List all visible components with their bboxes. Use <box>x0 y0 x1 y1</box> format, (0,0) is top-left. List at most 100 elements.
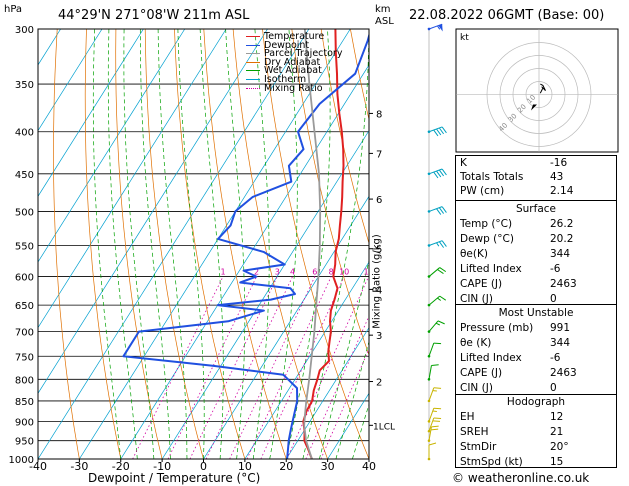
wind-barb-full <box>437 320 445 325</box>
legend-swatch <box>246 36 260 37</box>
wind-barb-staff <box>428 417 435 432</box>
hodograph-value: 15 <box>550 456 564 468</box>
wind-barb-full <box>432 420 441 422</box>
wet-adiabat-line <box>225 29 246 459</box>
k-index-value: -16 <box>550 157 568 169</box>
legend-entry: Isotherm <box>246 74 306 85</box>
wind-barb-dot <box>427 275 431 278</box>
wind-barb-dot <box>427 354 431 358</box>
legend-label: Isotherm <box>264 74 307 85</box>
most-unstable-value: 0 <box>550 382 557 394</box>
dry-adiabat-line <box>115 29 163 459</box>
wind-barb-staff <box>428 267 441 277</box>
surface-label: Lifted Index <box>460 263 522 275</box>
wind-barb-full <box>436 170 442 178</box>
dry-adiabat-line <box>174 29 246 459</box>
legend-swatch <box>246 61 260 63</box>
hodograph-ring-label: 10 <box>525 93 537 105</box>
dry-adiabat-line <box>291 29 369 356</box>
hodograph-label: EH <box>460 411 475 423</box>
wind-barb-dot <box>427 27 431 31</box>
wind-barb-dot <box>427 439 431 442</box>
wind-barb-dot <box>427 244 431 247</box>
mixing-ratio-label: 10 <box>339 268 349 277</box>
legend-label: Dewpoint <box>264 39 310 51</box>
pressure-tick-label: 300 <box>15 25 34 36</box>
legend-swatch <box>246 79 260 80</box>
surface-section-title: Surface <box>515 203 556 215</box>
totals-totals-row: Totals Totals 43 <box>456 171 616 186</box>
surface-row: Dewp (°C) 20.2 <box>456 233 616 248</box>
wind-barb-full <box>438 127 445 135</box>
mixing-ratio-line <box>246 276 332 459</box>
most-unstable-value: 344 <box>550 337 571 349</box>
wind-barb-dot <box>427 378 431 381</box>
wind-barb-full <box>436 128 442 136</box>
hodograph-ring <box>486 42 592 147</box>
wind-barb-full <box>436 208 442 215</box>
wind-barb-staff <box>428 320 439 332</box>
wind-barb-full <box>430 428 439 431</box>
parcel-trajectory-profile-line <box>303 29 322 459</box>
most-unstable-row: Lifted Index -6 <box>456 352 616 367</box>
legend-label: Temperature <box>264 31 325 42</box>
hodograph-row: EH 12 <box>456 411 616 426</box>
surface-value: -6 <box>550 263 561 275</box>
surface-value: 0 <box>550 293 557 305</box>
wind-barb-staff <box>428 126 443 133</box>
mixing-ratio-line <box>320 347 369 459</box>
wind-barb-staff <box>428 426 432 441</box>
x-tick-label: 0 <box>200 460 207 473</box>
wind-barb <box>427 240 447 248</box>
station-location: 44°29'N 271°08'W 211m ASL <box>58 8 250 23</box>
x-tick-label: -40 <box>29 460 47 473</box>
wind-barb-staff <box>428 168 443 175</box>
surface-value: 20.2 <box>550 233 574 245</box>
x-tick-label: 20 <box>279 460 293 473</box>
wind-barb-staff <box>428 206 443 212</box>
most-unstable-row: Pressure (mb) 991 <box>456 322 616 337</box>
pressure-tick-label: 650 <box>15 301 34 312</box>
mixing-ratio-line <box>229 276 316 459</box>
wind-barb <box>427 295 447 307</box>
wind-barb-staff <box>428 23 443 30</box>
wind-barb-full <box>431 364 439 367</box>
wet-adiabat-line <box>302 29 369 459</box>
pressure-tick-label: 900 <box>15 417 34 428</box>
mixing-ratio-line <box>205 276 293 459</box>
x-tick-label: 30 <box>321 460 335 473</box>
pressure-tick-label: 400 <box>15 128 34 139</box>
wind-barb <box>427 23 443 32</box>
surface-label: Dewp (°C) <box>460 233 514 245</box>
section-divider <box>456 304 616 305</box>
mixing-ratio-axis-title: Mixing Ratio (g/kg) <box>371 234 383 329</box>
legend-entry: Wet Adiabat <box>246 65 322 76</box>
hodograph-ring <box>525 81 553 108</box>
surface-value: 344 <box>550 248 571 260</box>
wind-barb-half <box>437 297 442 301</box>
wind-barb <box>427 417 442 433</box>
totals-totals-value: 43 <box>550 171 564 183</box>
legend-label: Mixing Ratio <box>264 82 323 94</box>
wind-barb-half <box>432 390 437 392</box>
pressure-tick-label: 350 <box>15 80 34 91</box>
wind-barb-full <box>433 407 442 410</box>
most-unstable-section-title: Most Unstable <box>498 307 574 319</box>
hodograph-row: StmDir 20° <box>456 441 616 456</box>
dry-adiabat-line <box>144 29 204 459</box>
k-index-label: K <box>460 157 467 169</box>
wind-barb-dot <box>427 399 431 403</box>
most-unstable-label: Lifted Index <box>460 352 522 364</box>
wind-barb-full <box>441 206 447 213</box>
wind-barb-dot <box>427 130 431 134</box>
wet-adiabat-line <box>269 29 298 459</box>
mixing-ratio-label: 25 <box>396 268 406 277</box>
legend-entry: Dewpoint <box>246 40 309 51</box>
wet-adiabat-line <box>123 29 155 459</box>
stability-indices-panel: K -16 Totals Totals 43 PW (cm) 2.14 Surf… <box>455 155 617 468</box>
isotherm-line <box>285 326 369 459</box>
legend-label: Wet Adiabat <box>264 65 322 77</box>
x-tick-label: -10 <box>153 460 171 473</box>
wind-barb-dot <box>427 303 431 307</box>
wind-barb-full <box>441 168 447 176</box>
